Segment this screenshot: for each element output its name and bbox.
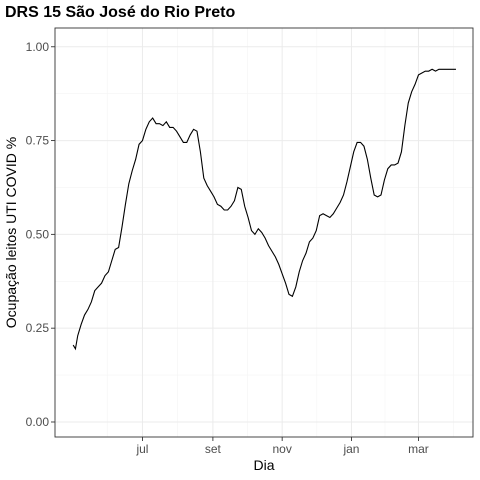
x-tick-label: jul	[135, 442, 148, 456]
x-tick-label: set	[205, 442, 222, 456]
plot-panel	[54, 27, 474, 438]
y-tick-label: 1.00	[26, 40, 50, 54]
x-axis: jul set nov jan mar	[135, 437, 429, 456]
y-tick-label: 0.75	[26, 134, 50, 148]
panel-border	[54, 27, 474, 438]
y-axis-label: Ocupação leitos UTI COVID %	[3, 137, 19, 328]
x-tick-label: jan	[342, 442, 359, 456]
panel-background	[55, 28, 473, 437]
y-axis: 0.00 0.25 0.50 0.75 1.00	[26, 40, 55, 429]
chart-title: DRS 15 São José do Rio Preto	[5, 4, 236, 21]
y-tick-label: 0.25	[26, 321, 50, 335]
y-tick-label: 0.50	[26, 227, 50, 241]
series-line	[72, 68, 456, 351]
x-tick-label: nov	[272, 442, 291, 456]
x-tick-label: mar	[408, 442, 429, 456]
minor-gridlines	[55, 28, 473, 437]
y-tick-label: 0.00	[26, 415, 50, 429]
x-axis-label: Dia	[253, 457, 274, 473]
